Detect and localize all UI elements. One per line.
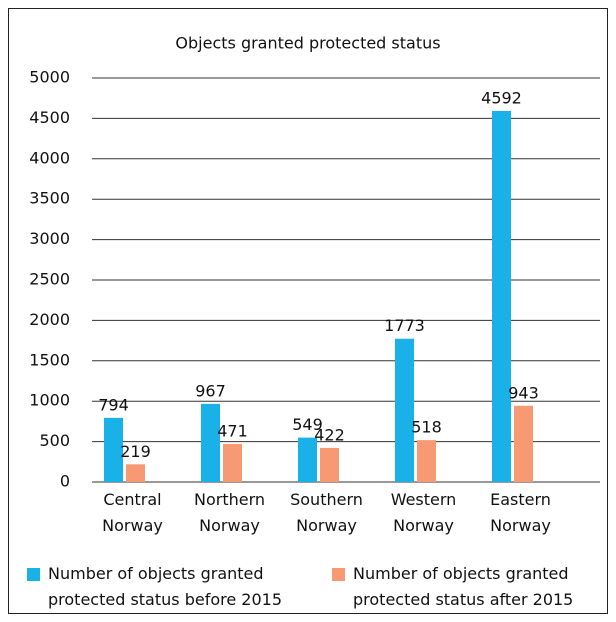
bar xyxy=(298,437,317,482)
y-tick-label: 5000 xyxy=(29,68,70,87)
legend-label: Number of objects granted protected statu… xyxy=(353,564,573,609)
y-tick-label: 4500 xyxy=(29,108,70,127)
value-label: 422 xyxy=(314,425,345,444)
value-label: 549 xyxy=(292,415,323,434)
bar xyxy=(514,405,533,482)
y-tick-label: 4000 xyxy=(29,148,70,167)
bar xyxy=(320,447,339,482)
y-tick-label: 2500 xyxy=(29,270,70,289)
value-label: 794 xyxy=(98,395,129,414)
bar xyxy=(201,403,220,482)
y-tick-label: 1000 xyxy=(29,391,70,410)
bar xyxy=(223,443,242,482)
bar xyxy=(492,110,511,482)
y-tick-label: 2000 xyxy=(29,310,70,329)
y-tick-label: 500 xyxy=(39,431,70,450)
x-tick-label: Southern Norway xyxy=(290,490,363,535)
value-label: 943 xyxy=(508,383,539,402)
x-tick-label: Western Norway xyxy=(391,490,457,535)
value-label: 4592 xyxy=(481,88,522,107)
bar xyxy=(395,338,414,482)
chart-title: Objects granted protected status xyxy=(175,34,440,53)
value-label: 1773 xyxy=(384,316,425,335)
frame xyxy=(8,8,608,614)
legend-swatch xyxy=(332,568,345,581)
legend-label: Number of objects granted protected statu… xyxy=(48,564,282,609)
bar xyxy=(126,464,145,482)
y-tick-label: 3000 xyxy=(29,229,70,248)
value-label: 219 xyxy=(120,442,151,461)
value-label: 518 xyxy=(411,418,442,437)
y-tick-label: 3500 xyxy=(29,189,70,208)
bar xyxy=(417,440,436,482)
x-tick-label: Northern Norway xyxy=(194,490,265,535)
value-label: 967 xyxy=(195,381,226,400)
x-tick-label: Eastern Norway xyxy=(490,490,551,535)
x-tick-label: Central Norway xyxy=(102,490,163,535)
legend-swatch xyxy=(27,568,40,581)
bar xyxy=(104,417,123,482)
value-label: 471 xyxy=(217,421,248,440)
y-tick-label: 0 xyxy=(60,472,70,491)
y-tick-label: 1500 xyxy=(29,350,70,369)
